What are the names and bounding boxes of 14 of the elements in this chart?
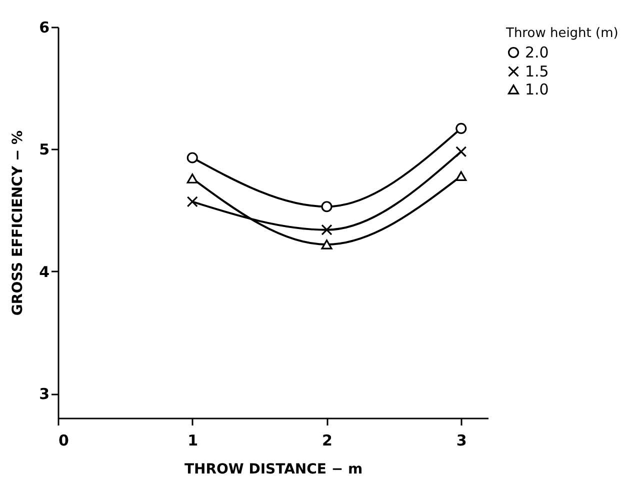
y-tick-label: 5 — [39, 140, 50, 159]
y-tick-label: 6 — [39, 18, 50, 36]
legend-label: 2.0 — [525, 44, 549, 62]
y-axis-title: GROSS EFFICIENCY − % — [10, 130, 26, 316]
y-tick-label: 4 — [39, 262, 50, 281]
y-tick-label: 3 — [39, 385, 50, 404]
x-tick-label: 3 — [456, 432, 467, 450]
x-tick-label: 0 — [58, 432, 69, 450]
legend-title: Throw height (m) — [505, 26, 618, 41]
x-tick-label: 2 — [322, 432, 332, 450]
legend-label: 1.5 — [525, 62, 549, 80]
legend-label: 1.0 — [525, 80, 549, 98]
x-tick-label: 1 — [188, 432, 198, 450]
x-axis-title: THROW DISTANCE − m — [184, 462, 363, 478]
